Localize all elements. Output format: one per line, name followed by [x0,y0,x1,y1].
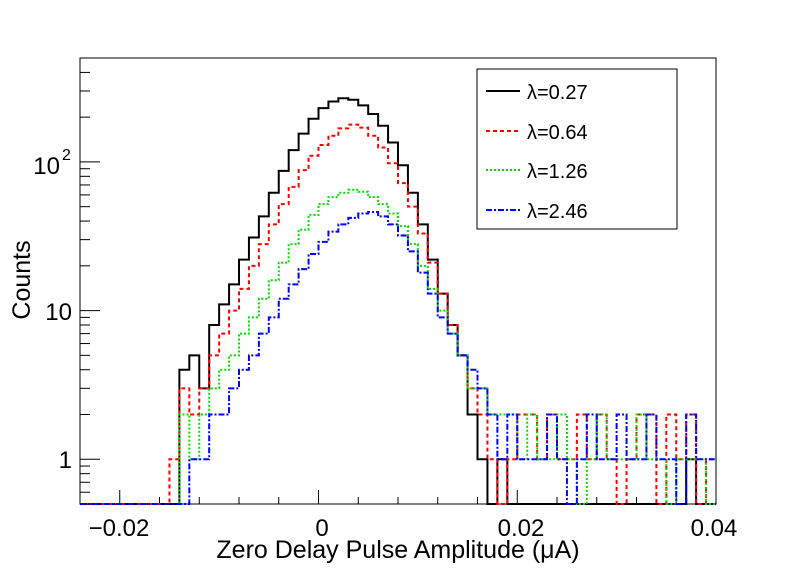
x-axis-title: Zero Delay Pulse Amplitude (μA) [216,536,579,564]
y-tick-label-100: 10 2 [33,147,71,180]
y-tick-exponent: 2 [62,147,71,164]
x-tick-label: 0.04 [691,515,738,542]
series-line-1 [80,123,716,505]
series-group [80,97,716,505]
legend-label: λ=1.26 [527,161,588,183]
x-tick-label: 0.02 [498,515,545,542]
axis-ticks [79,57,717,505]
y-tick-label: 1 [59,447,72,474]
x-tick-label: 0 [315,515,328,542]
tick-labels: −0.02 0 0.02 0.04 1 10 10 2 [33,147,737,542]
legend-label: λ=0.27 [527,82,588,104]
legend-label: λ=2.46 [527,201,588,223]
legend-box [476,68,678,230]
axis-titles: Zero Delay Pulse Amplitude (μA) Counts [8,240,580,564]
series-line-2 [80,188,716,505]
x-tick-label: −0.02 [89,515,150,542]
legend-label: λ=0.64 [527,122,588,144]
legend: λ=0.27 λ=0.64 λ=1.26 λ=2.46 [476,68,678,230]
series-line-0 [80,97,716,505]
y-axis-title: Counts [8,240,36,319]
y-tick-label: 10 [33,153,60,180]
y-tick-label: 10 [45,299,72,326]
